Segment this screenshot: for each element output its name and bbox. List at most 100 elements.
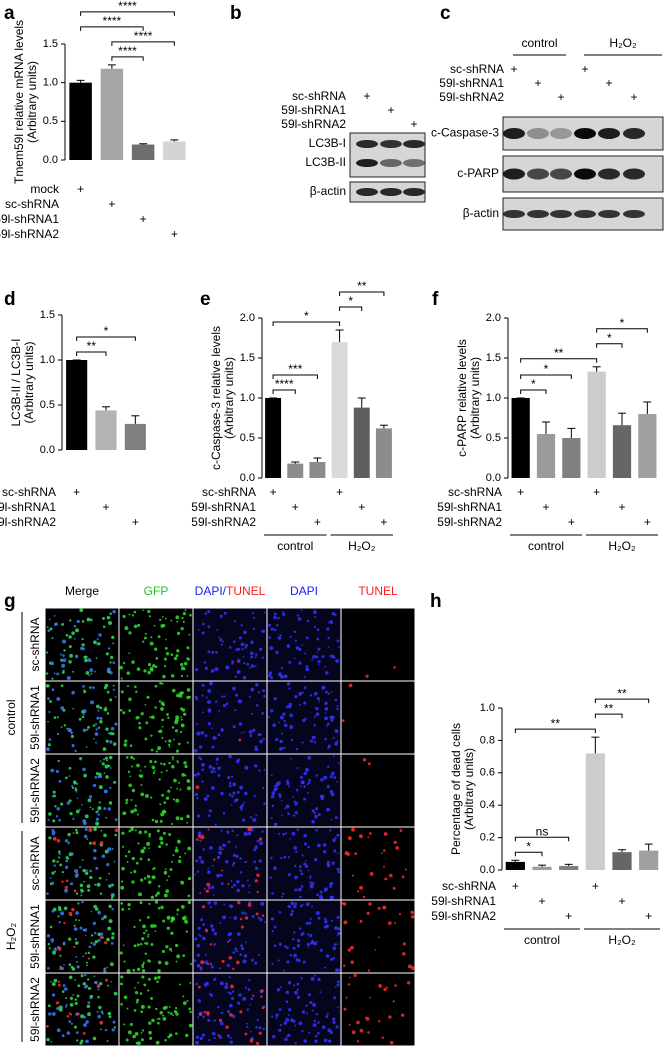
cell-signal xyxy=(374,949,377,951)
cell-signal xyxy=(111,908,114,911)
cell-signal xyxy=(256,839,260,843)
cell-signal xyxy=(248,891,250,894)
cell-signal xyxy=(180,627,184,631)
cell-signal xyxy=(225,665,230,670)
condition-label: 59l-shRNA2 xyxy=(0,515,56,529)
cell-signal xyxy=(144,952,148,955)
cell-signal xyxy=(271,804,275,808)
cell-signal xyxy=(315,940,318,943)
cell-signal xyxy=(316,697,321,701)
cell-signal xyxy=(79,865,82,869)
cell-signal xyxy=(124,855,128,858)
cell-signal xyxy=(229,916,232,919)
row-label: 59l-shRNA2 xyxy=(28,758,42,823)
cell-signal xyxy=(316,651,319,654)
cell-signal xyxy=(57,946,62,951)
cell-signal xyxy=(181,616,184,620)
cell-signal xyxy=(96,716,100,720)
cell-signal xyxy=(317,660,321,664)
cell-signal xyxy=(212,766,216,771)
cell-signal xyxy=(180,674,184,678)
cell-signal xyxy=(228,646,232,649)
cell-signal xyxy=(46,747,50,752)
cell-signal xyxy=(75,955,78,958)
blot-band xyxy=(380,159,402,167)
cell-signal xyxy=(366,911,370,915)
cell-signal xyxy=(260,995,263,998)
cell-signal xyxy=(287,873,291,877)
cell-signal xyxy=(293,657,296,660)
cell-signal xyxy=(207,625,211,629)
cell-signal xyxy=(108,1015,112,1019)
significance-label: **** xyxy=(103,14,122,28)
cell-signal xyxy=(251,712,254,715)
cell-signal xyxy=(307,756,312,760)
cell-signal xyxy=(239,1010,243,1014)
cell-signal xyxy=(270,856,273,859)
cell-signal xyxy=(354,852,358,856)
cell-signal xyxy=(294,875,298,880)
cell-signal xyxy=(228,956,233,960)
cell-signal xyxy=(213,1036,216,1040)
condition-label: 59l-shRNA1 xyxy=(191,500,256,514)
cell-signal xyxy=(150,636,153,639)
cell-signal xyxy=(212,735,217,740)
cell-signal xyxy=(160,812,165,817)
cell-signal xyxy=(148,847,150,850)
cell-signal xyxy=(45,672,49,675)
cell-signal xyxy=(65,859,69,863)
y-axis-label: LC3B-II / LC3B-I xyxy=(9,338,23,426)
cell-signal xyxy=(101,1012,104,1015)
cell-signal xyxy=(119,665,123,670)
cell-signal xyxy=(161,793,164,797)
cell-signal xyxy=(211,885,215,889)
cell-signal xyxy=(286,960,290,964)
cell-signal xyxy=(58,779,62,783)
cell-signal xyxy=(140,712,144,716)
cell-signal xyxy=(383,865,385,868)
cell-signal xyxy=(294,639,298,642)
cell-signal xyxy=(282,611,285,614)
cell-signal xyxy=(219,921,222,924)
cell-signal xyxy=(301,1010,306,1014)
column-header-part: GFP xyxy=(144,584,169,598)
significance-label: * xyxy=(304,309,309,323)
significance-label: ** xyxy=(87,339,97,353)
cell-signal xyxy=(146,695,150,699)
cell-signal xyxy=(125,798,129,802)
cell-signal xyxy=(348,1023,351,1026)
cell-signal xyxy=(242,959,247,964)
y-tick-label: 0.5 xyxy=(240,432,255,444)
condition-label: 59l-shRNA2 xyxy=(437,515,502,529)
cell-signal xyxy=(330,718,334,722)
cell-signal xyxy=(140,792,145,797)
cell-signal xyxy=(292,938,295,941)
y-tick-label: 1.0 xyxy=(240,392,255,404)
condition-marker: + xyxy=(592,879,599,893)
cell-signal xyxy=(52,836,57,841)
cell-signal xyxy=(238,636,242,640)
cell-signal xyxy=(303,701,307,705)
cell-signal xyxy=(61,871,64,874)
cell-signal xyxy=(261,689,266,693)
cell-signal xyxy=(124,626,129,631)
cell-signal xyxy=(256,1041,260,1046)
cell-signal xyxy=(326,860,330,864)
cell-signal xyxy=(278,1008,282,1011)
cell-signal xyxy=(95,821,100,826)
cell-signal xyxy=(210,924,214,928)
cell-signal xyxy=(89,869,93,873)
cell-signal xyxy=(102,625,106,628)
cell-signal xyxy=(99,1028,102,1031)
cell-signal xyxy=(217,774,221,777)
cell-signal xyxy=(46,684,50,688)
cell-signal xyxy=(256,704,259,707)
cell-signal xyxy=(63,649,66,652)
cell-signal xyxy=(307,791,310,794)
cell-signal xyxy=(231,662,234,665)
cell-signal xyxy=(46,651,49,654)
cell-signal xyxy=(206,794,210,798)
cell-signal xyxy=(238,993,242,997)
cell-signal xyxy=(209,683,212,685)
condition-label: sc-shRNA xyxy=(448,485,502,499)
